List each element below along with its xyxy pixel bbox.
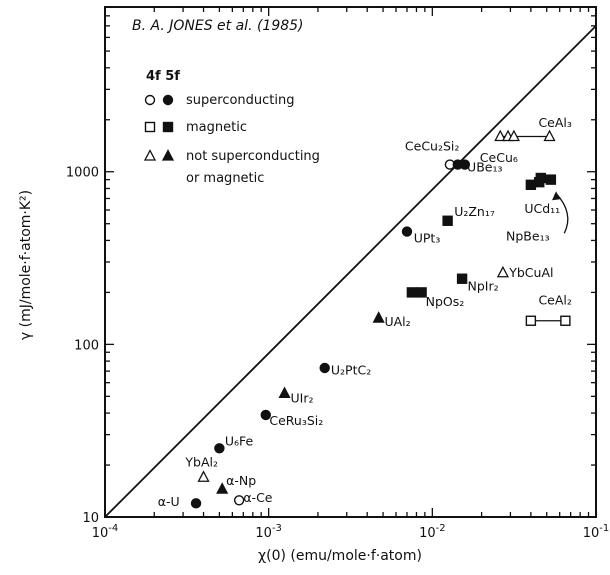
- data-point: [319, 362, 330, 374]
- x-axis-label: χ(0) (emu/mole·f·atom): [258, 548, 422, 564]
- data-point: [278, 386, 291, 399]
- point-label: CeCu₆: [480, 150, 518, 165]
- legend-label: superconducting: [186, 93, 295, 108]
- point-label: YbCuAl: [508, 265, 553, 280]
- data-point: [214, 443, 225, 454]
- legend-label: not superconducting: [186, 149, 320, 164]
- legend-label: magnetic: [186, 120, 247, 135]
- y-tick-label: 100: [74, 338, 99, 353]
- point-label: α-U: [158, 494, 180, 509]
- chart-title: B. A. JONES et al. (1985): [132, 18, 304, 34]
- annotation-arrowhead: [552, 191, 561, 201]
- legend-header: 4f 5f: [146, 69, 180, 84]
- point-label: CeCu₂Si₂: [405, 138, 460, 153]
- point-label: UPt₃: [414, 231, 441, 246]
- point-label: CeAl₂: [538, 293, 571, 308]
- point-label: UBe₁₃: [467, 160, 502, 175]
- point-label: U₆Fe: [225, 433, 254, 448]
- y-tick-label: 10: [82, 511, 99, 526]
- data-point: [416, 287, 427, 298]
- point-label: UCd₁₁: [524, 201, 560, 216]
- x-tick-exponent: -2: [436, 523, 446, 534]
- x-tick-exponent: -1: [599, 523, 609, 534]
- point-label: U₂PtC₂: [331, 362, 371, 377]
- data-point: [459, 159, 471, 170]
- legend-marker-filled: [162, 94, 174, 106]
- legend-marker-filled: [162, 121, 174, 133]
- x-tick-label: 10-3: [255, 523, 282, 541]
- data-point: [507, 129, 520, 142]
- point-label: YbAl₂: [184, 455, 218, 470]
- point-label: UAl₂: [384, 314, 410, 329]
- data-point: [496, 265, 510, 278]
- legend-marker-open: [144, 94, 156, 106]
- y-tick-label: 1000: [66, 166, 99, 181]
- annotation-arrow: [555, 192, 569, 234]
- point-label: NpIr₂: [467, 279, 498, 294]
- point-label: α-Np: [226, 473, 256, 488]
- x-tick-label: 10-1: [583, 523, 610, 541]
- data-point: [216, 482, 229, 494]
- data-point: [190, 498, 202, 509]
- data-point: [545, 174, 557, 185]
- data-point: [543, 129, 556, 142]
- reference-line: [104, 25, 597, 518]
- x-tick-label: 10-2: [419, 523, 446, 541]
- point-label: CeRu₃Si₂: [269, 413, 323, 428]
- legend-marker-filled: [161, 149, 175, 161]
- x-tick-exponent: -3: [272, 523, 282, 534]
- x-tick-exponent: -4: [108, 523, 118, 534]
- y-axis-label: γ (mJ/mole·f·atom·K²): [18, 190, 34, 340]
- data-point: [442, 215, 453, 226]
- point-label: α-Ce: [243, 490, 272, 505]
- point-label: UIr₂: [291, 391, 314, 406]
- data-point: [494, 129, 507, 142]
- legend-marker-open: [144, 121, 156, 133]
- data-point: [456, 273, 468, 284]
- data-point: [560, 315, 571, 326]
- point-label: CeAl₃: [538, 115, 571, 130]
- data-point: [406, 287, 418, 298]
- point-label: NpOs₂: [426, 294, 465, 309]
- point-label: NpBe₁₃: [506, 228, 550, 243]
- data-point: [372, 311, 385, 323]
- data-point: [535, 172, 547, 184]
- data-point: [233, 495, 245, 506]
- point-label: U₂Zn₁₇: [454, 204, 495, 219]
- data-point: [525, 179, 537, 191]
- data-point: [197, 470, 210, 482]
- data-point: [525, 315, 537, 326]
- data-point: [260, 409, 271, 421]
- legend-marker-open: [143, 149, 157, 161]
- data-point: [401, 226, 413, 237]
- legend-label-continued: or magnetic: [186, 171, 264, 186]
